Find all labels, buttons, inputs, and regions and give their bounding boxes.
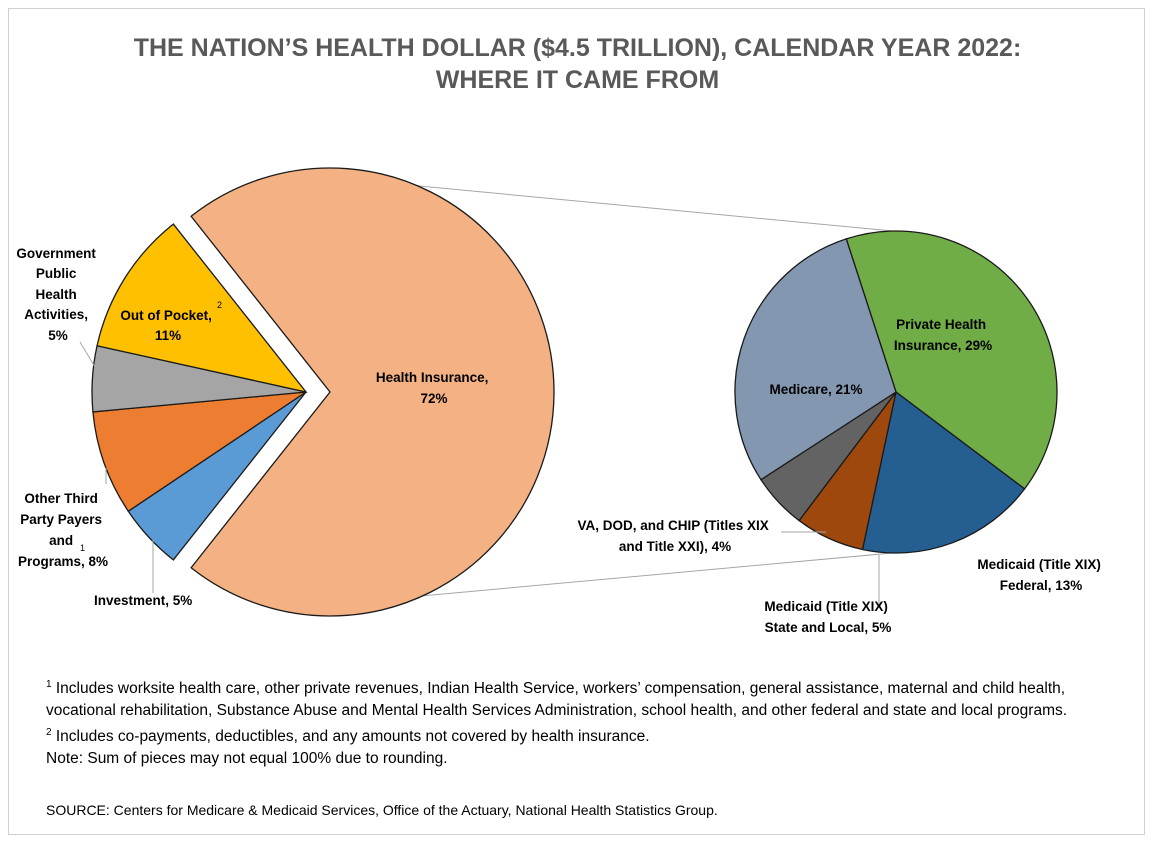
label-private-health-insurance: Private Health Insurance, 29% [894,317,992,353]
leader-line-1 [79,341,99,373]
label-medicaid-state-local: Medicaid (Title XIX) State and Local, 5% [764,599,891,635]
chart-frame [8,8,1145,835]
footnote-2: 2 Includes co-payments, deductibles, and… [46,727,650,746]
label-medicaid-federal: Medicaid (Title XIX) Federal, 13% [977,557,1104,593]
label-medicare: Medicare, 21% [769,382,862,397]
main-pie [91,167,555,617]
main-pie-slice-other-third-party-payers-and-programs-8 [92,391,307,513]
title-line-2: WHERE IT CAME FROM [435,66,720,94]
label-va-dod-chip: VA, DOD, and CHIP (Titles XIX and Title … [577,518,772,554]
title-line-1: THE NATION’S HEALTH DOLLAR ($4.5 TRILLIO… [133,34,1022,62]
label-investment: Investment, 5% [94,593,192,608]
health-insurance-pie [734,230,1058,554]
label-health-insurance: Health Insurance, 72% [376,370,492,406]
connector-lines [343,179,904,604]
main-pie-slice-out-of-pocket [96,223,308,394]
chart-title: THE NATION’S HEALTH DOLLAR ($4.5 TRILLIO… [0,32,1155,96]
sub-pie-slice-medicare-21 [734,238,897,481]
footnote-1: 1 Includes worksite health care, other p… [46,679,1068,720]
label-out-of-pocket-footnote: 2 [217,300,222,310]
label-other-third-party: Other Third Party Payers and Programs, 8… [18,491,108,569]
label-other-footnote: 1 [80,543,85,553]
sub-pie-slice-private-health-insurance-29 [845,230,1058,490]
connector-line-2 [343,551,904,604]
sub-pie-slice-medicaid-title-xix-federal-13 [861,390,1026,554]
label-gov-public-health: Government Public Health Activities, 5% [16,246,99,343]
main-pie-slice-health-insurance [190,167,555,617]
connector-line-1 [355,179,904,233]
label-out-of-pocket: Out of Pocket, 11% [120,308,215,343]
source-note: SOURCE: Centers for Medicare & Medicaid … [46,802,718,818]
leader-lines [79,341,880,605]
note: Note: Sum of pieces may not equal 100% d… [46,750,448,768]
footnotes: 1 Includes worksite health care, other p… [46,674,1116,770]
